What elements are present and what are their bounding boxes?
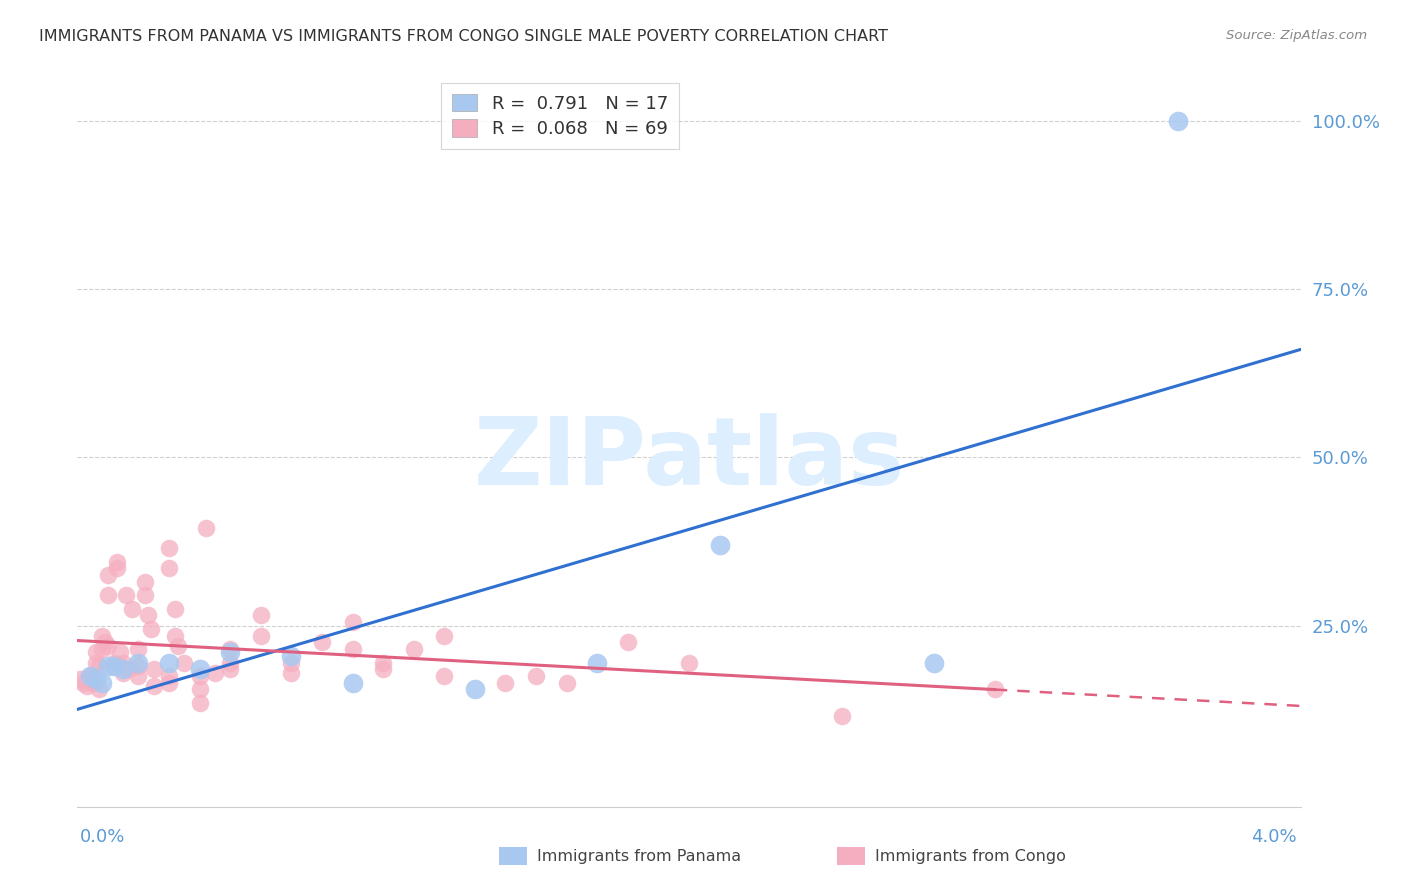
Point xyxy=(204,665,226,680)
Point xyxy=(831,709,853,723)
Point xyxy=(103,659,125,673)
Point xyxy=(167,639,190,653)
Point xyxy=(90,629,112,643)
Point xyxy=(121,601,143,615)
Point xyxy=(127,669,149,683)
Point xyxy=(922,656,945,670)
Point xyxy=(127,656,149,670)
Point xyxy=(112,665,135,680)
Point xyxy=(371,656,394,670)
Point xyxy=(280,648,302,663)
Point xyxy=(76,679,98,693)
Point xyxy=(97,639,120,653)
Point xyxy=(524,669,547,683)
Point xyxy=(103,656,125,670)
Point xyxy=(1167,113,1189,128)
Point xyxy=(94,635,117,649)
Point xyxy=(280,656,302,670)
Point xyxy=(342,675,364,690)
Point xyxy=(616,635,638,649)
Point xyxy=(984,682,1007,697)
Point xyxy=(127,659,149,673)
Point xyxy=(555,675,578,690)
Text: ZIPatlas: ZIPatlas xyxy=(474,413,904,505)
Point xyxy=(90,675,112,690)
Point xyxy=(115,588,138,602)
Point xyxy=(84,656,107,670)
Point xyxy=(173,656,195,670)
Point xyxy=(97,588,120,602)
Point xyxy=(188,696,211,710)
Point xyxy=(433,629,456,643)
Point xyxy=(311,635,333,649)
Text: IMMIGRANTS FROM PANAMA VS IMMIGRANTS FROM CONGO SINGLE MALE POVERTY CORRELATION : IMMIGRANTS FROM PANAMA VS IMMIGRANTS FRO… xyxy=(39,29,889,44)
Point xyxy=(103,659,125,673)
Point xyxy=(84,673,107,687)
Point xyxy=(72,675,94,690)
Point xyxy=(250,629,273,643)
Point xyxy=(157,675,180,690)
Point xyxy=(433,669,456,683)
Point xyxy=(142,679,165,693)
Point xyxy=(82,675,104,690)
Point xyxy=(79,673,101,687)
Point xyxy=(342,615,364,630)
Point xyxy=(79,669,101,683)
Legend: R =  0.791   N = 17, R =  0.068   N = 69: R = 0.791 N = 17, R = 0.068 N = 69 xyxy=(441,83,679,149)
Text: Source: ZipAtlas.com: Source: ZipAtlas.com xyxy=(1226,29,1367,42)
Point xyxy=(194,521,217,535)
Point xyxy=(165,601,187,615)
Point xyxy=(136,608,159,623)
Point xyxy=(139,622,162,636)
Point xyxy=(127,642,149,657)
Point xyxy=(495,675,517,690)
Point xyxy=(678,656,700,670)
Point xyxy=(112,656,135,670)
Point xyxy=(219,642,242,657)
Point xyxy=(219,656,242,670)
Point xyxy=(219,662,242,676)
Point xyxy=(219,645,242,659)
Point xyxy=(105,555,128,569)
Text: 4.0%: 4.0% xyxy=(1251,828,1296,846)
Point xyxy=(97,659,120,673)
Point xyxy=(188,669,211,683)
Point xyxy=(134,574,156,589)
Point xyxy=(87,659,110,673)
Point xyxy=(105,561,128,575)
Point xyxy=(142,662,165,676)
Point xyxy=(84,645,107,659)
Point xyxy=(250,608,273,623)
Point xyxy=(371,662,394,676)
Point xyxy=(586,656,609,670)
Point xyxy=(97,568,120,582)
Point xyxy=(79,669,101,683)
Point xyxy=(108,645,131,659)
Point xyxy=(134,588,156,602)
Point xyxy=(157,541,180,555)
Point xyxy=(402,642,425,657)
Point xyxy=(342,642,364,657)
Point xyxy=(87,682,110,697)
Point xyxy=(157,561,180,575)
Point xyxy=(188,682,211,697)
Text: Immigrants from Congo: Immigrants from Congo xyxy=(875,849,1066,863)
Text: 0.0%: 0.0% xyxy=(80,828,125,846)
Point xyxy=(157,669,180,683)
Point xyxy=(280,665,302,680)
Point xyxy=(464,682,486,697)
Point xyxy=(165,629,187,643)
Point xyxy=(118,662,141,676)
Point xyxy=(157,656,180,670)
Point xyxy=(188,662,211,676)
Point xyxy=(709,538,731,552)
Text: Immigrants from Panama: Immigrants from Panama xyxy=(537,849,741,863)
Point xyxy=(69,673,91,687)
Point xyxy=(112,662,135,676)
Point xyxy=(90,642,112,657)
